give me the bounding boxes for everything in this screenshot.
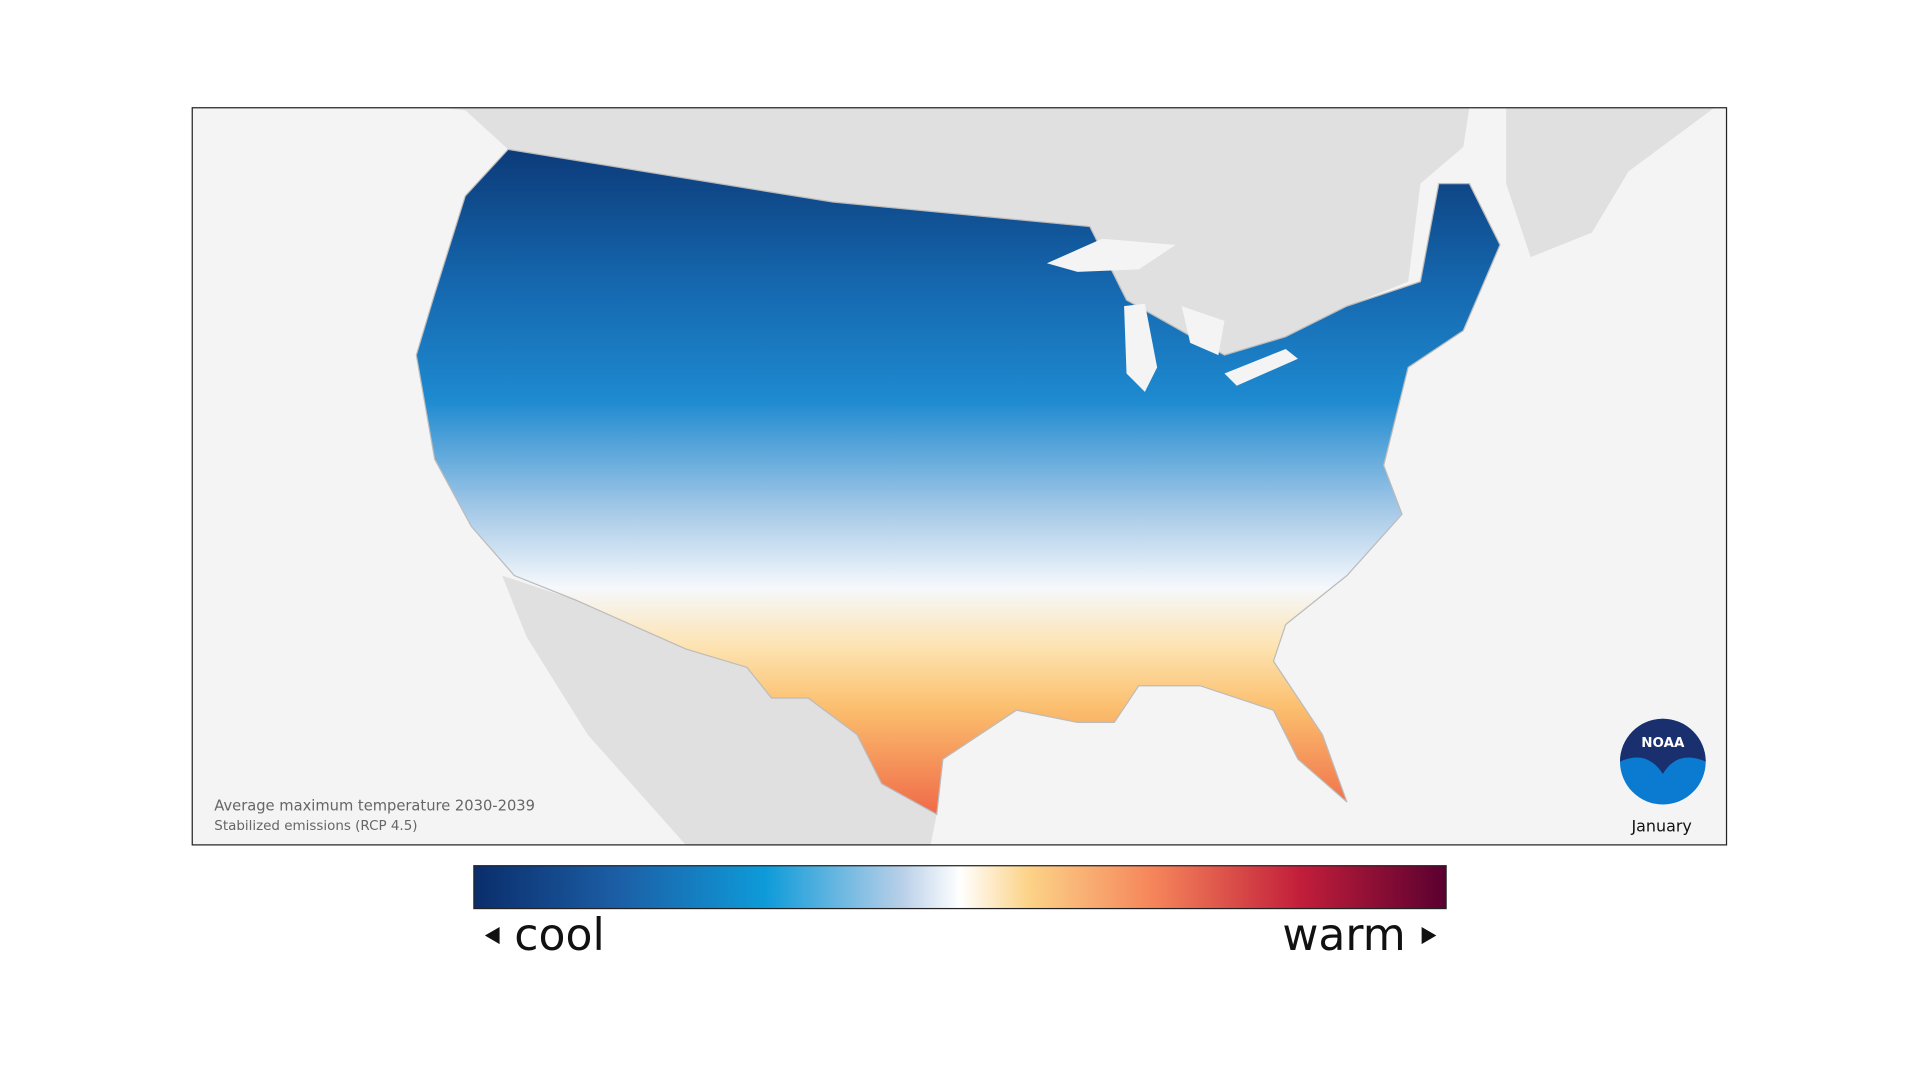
caption-line: Average maximum temperature 2030-2039 — [214, 798, 535, 815]
lake-michigan — [1124, 303, 1158, 392]
map-frame — [191, 107, 1728, 846]
mexico-land — [502, 575, 937, 845]
canada-east-land — [1506, 107, 1715, 258]
color-legend-bar — [473, 865, 1447, 910]
month-label: January — [1630, 816, 1691, 835]
left-arrow — [484, 926, 500, 945]
map-layer — [415, 107, 1715, 845]
legend-low-label: cool — [514, 910, 604, 961]
right-arrow — [1421, 926, 1437, 945]
caption-line: Stabilized emissions (RCP 4.5) — [214, 819, 417, 834]
lake-erie — [1224, 348, 1298, 386]
lake-huron — [1181, 306, 1225, 356]
canada-land — [440, 107, 1470, 356]
logo-text: NOAA — [1641, 736, 1685, 751]
lake-superior — [1046, 238, 1176, 272]
noaa-logo: NOAA — [1620, 718, 1706, 805]
logo-top — [1620, 718, 1706, 774]
us-temperature-field — [415, 148, 1501, 816]
legend-high-label: warm — [1282, 910, 1405, 961]
